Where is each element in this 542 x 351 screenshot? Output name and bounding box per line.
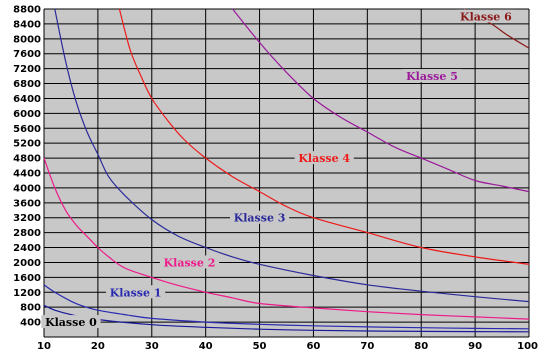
y-tick-label-11: 4800 xyxy=(13,154,41,165)
series-label-6: Klasse 6 xyxy=(460,10,512,23)
y-tick-label-9: 4000 xyxy=(13,183,41,194)
series-label-5: Klasse 5 xyxy=(406,70,458,83)
x-tick-label-0: 10 xyxy=(37,341,51,351)
y-tick-label-5: 2400 xyxy=(13,243,41,254)
x-tick-label-1: 20 xyxy=(91,341,105,351)
series-line-1 xyxy=(43,284,530,330)
y-tick-label-21: 8800 xyxy=(13,5,41,16)
y-tick-label-13: 5600 xyxy=(13,124,41,135)
x-tick-label-6: 70 xyxy=(360,341,374,351)
y-tick-label-0: 400 xyxy=(20,318,41,329)
x-tick-label-3: 40 xyxy=(199,341,213,351)
series-labels: Klasse 0 Klasse 1 Klasse 2 Klasse 3 Klasse 4… xyxy=(41,9,516,329)
y-tick-label-17: 7200 xyxy=(13,64,41,75)
series-label-4: Klasse 4 xyxy=(298,152,350,165)
y-tick-label-18: 7600 xyxy=(13,49,41,60)
series-line-3 xyxy=(54,8,530,303)
y-tick-label-3: 1600 xyxy=(13,273,41,284)
series-line-4 xyxy=(118,8,530,265)
x-axis-ticks: 10 20 30 40 50 60 70 80 90 100 xyxy=(37,341,538,351)
y-tick-label-1: 800 xyxy=(20,303,41,314)
y-tick-label-4: 2000 xyxy=(13,258,41,269)
y-axis-ticks: 400 800 1200 1600 2000 2400 2800 3200 3600 4000 44… xyxy=(13,5,41,329)
series-label-bg-4 xyxy=(294,151,354,165)
series-label-1: Klasse 1 xyxy=(110,286,162,299)
series-label-bg-6 xyxy=(456,9,516,23)
series-label-2: Klasse 2 xyxy=(164,256,216,269)
series-line-5 xyxy=(232,8,530,193)
y-tick-label-10: 4400 xyxy=(13,169,41,180)
x-tick-label-5: 60 xyxy=(306,341,320,351)
series-label-0: Klasse 0 xyxy=(45,316,97,329)
y-tick-label-15: 6400 xyxy=(13,94,41,105)
y-tick-label-6: 2800 xyxy=(13,228,41,239)
series-lines xyxy=(43,8,530,333)
y-tick-label-2: 1200 xyxy=(13,288,41,299)
series-label-bg-0 xyxy=(41,315,101,329)
series-label-bg-1 xyxy=(106,285,166,299)
series-label-bg-2 xyxy=(159,255,220,269)
series-line-0 xyxy=(43,304,530,333)
y-tick-label-8: 3600 xyxy=(13,198,41,209)
y-tick-label-20: 8400 xyxy=(13,19,41,30)
x-tick-label-9: 100 xyxy=(517,341,538,351)
series-label-bg-5 xyxy=(402,69,462,83)
x-tick-label-8: 90 xyxy=(468,341,482,351)
grid xyxy=(43,8,530,338)
y-tick-label-19: 8000 xyxy=(13,34,41,45)
x-tick-label-7: 80 xyxy=(414,341,428,351)
series-label-bg-3 xyxy=(229,210,290,224)
y-tick-label-12: 5200 xyxy=(13,139,41,150)
y-tick-label-16: 6800 xyxy=(13,79,41,90)
y-tick-label-7: 3200 xyxy=(13,213,41,224)
series-line-2 xyxy=(43,157,530,320)
x-tick-label-2: 30 xyxy=(145,341,159,351)
series-label-3: Klasse 3 xyxy=(234,212,286,225)
x-tick-label-4: 50 xyxy=(253,341,267,351)
y-tick-label-14: 6000 xyxy=(13,109,41,120)
